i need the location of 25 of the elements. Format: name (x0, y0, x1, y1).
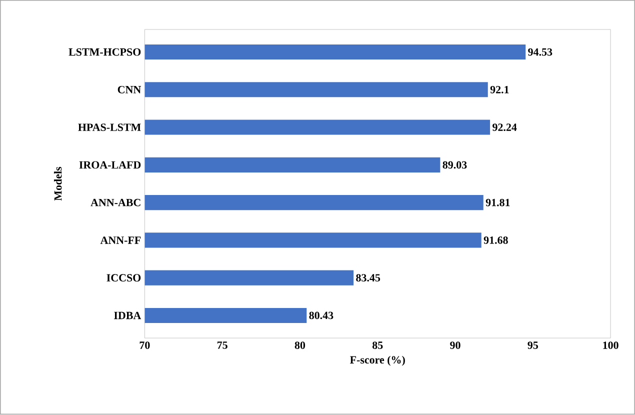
y-tick-label: IDBA (114, 312, 142, 320)
x-tick-label: 100 (603, 342, 618, 350)
data-label: 92.24 (492, 124, 517, 132)
data-label: 91.81 (486, 199, 510, 206)
x-tick-label: 80 (294, 342, 306, 350)
data-label: 92.1 (490, 86, 509, 94)
data-label: 83.45 (356, 274, 380, 282)
x-axis-title: F-score (%) (350, 356, 405, 366)
y-tick-label: HPAS-LSTM (78, 124, 141, 132)
data-label: 80.43 (309, 312, 334, 320)
y-tick-label: CNN (118, 86, 141, 94)
y-tick-label: IROA-LAFD (79, 161, 141, 169)
y-tick-label: ICCSO (106, 274, 141, 282)
x-tick-label: 90 (450, 342, 460, 350)
y-tick-label: LSTM-HCPSO (68, 48, 141, 56)
x-tick-label: 75 (217, 342, 228, 350)
data-label: 91.68 (484, 236, 508, 244)
y-tick-label: ANN-ABC (90, 199, 140, 206)
data-label: 94.53 (528, 48, 552, 56)
y-tick-label: ANN-FF (100, 236, 141, 244)
data-label: 89.03 (442, 161, 467, 169)
x-tick-label: 85 (372, 342, 383, 350)
y-axis-title: Models (54, 167, 62, 201)
x-tick-label: 95 (528, 342, 538, 350)
x-tick-label: 70 (140, 342, 150, 350)
